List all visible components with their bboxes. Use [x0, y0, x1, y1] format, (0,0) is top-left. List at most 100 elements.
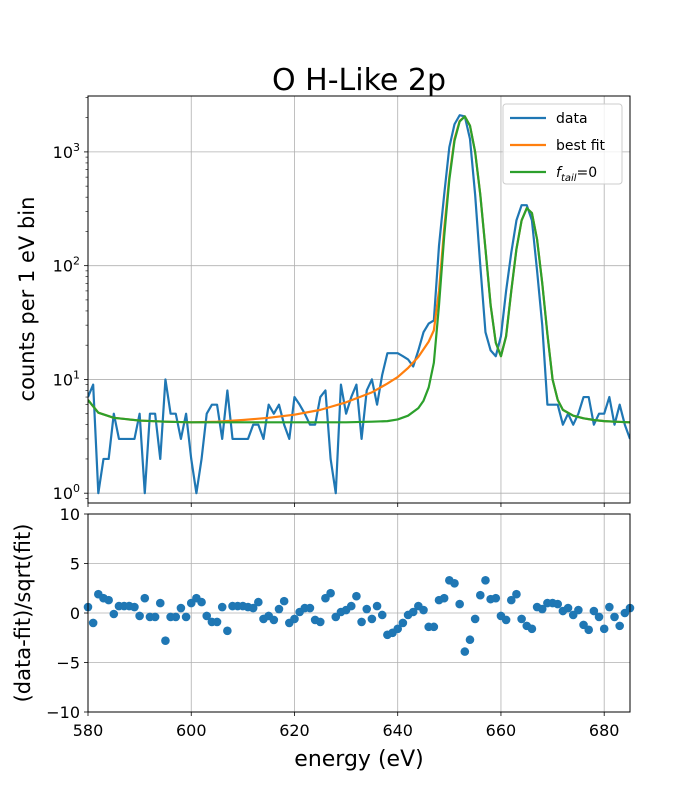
residual-point	[501, 615, 511, 625]
residual-point	[450, 579, 459, 588]
y-tick-label: 0	[70, 604, 80, 623]
residual-point	[429, 622, 439, 632]
residual-point	[362, 604, 372, 614]
bottom-ticks: 580 600 620 640 660 680 10 5 0 −5 −10	[46, 505, 619, 740]
xlabel: energy (eV)	[294, 747, 423, 772]
residual-point	[88, 618, 98, 628]
legend-label-sub: tail	[561, 173, 577, 184]
residual-point	[150, 612, 160, 622]
legend-label-base: f	[556, 165, 563, 181]
residual-point	[367, 614, 377, 624]
residual-point	[202, 611, 212, 621]
residual-point	[470, 614, 480, 624]
residual-point	[553, 599, 563, 609]
y-tick-exponent: 3	[73, 141, 80, 154]
residual-point	[491, 593, 501, 603]
residual-point	[377, 610, 387, 620]
y-tick-exponent: 2	[73, 255, 80, 268]
residual-point	[135, 611, 144, 621]
y-tick-label: 101	[53, 368, 80, 389]
residual-point	[563, 603, 573, 613]
residual-point	[161, 636, 170, 646]
residual-point	[460, 647, 470, 656]
residual-point	[584, 625, 593, 635]
y-tick-exponent: 0	[73, 482, 80, 495]
x-tick-label: 600	[176, 721, 207, 740]
series-line-data	[88, 114, 630, 495]
legend-label-base: data	[556, 111, 588, 127]
residual-point	[439, 593, 449, 603]
y-tick-label: 102	[53, 255, 80, 276]
residual-point	[352, 591, 361, 601]
residual-point	[140, 593, 150, 603]
y-tick-label: 5	[70, 555, 80, 574]
y-tick-label: −10	[46, 703, 80, 722]
residual-point	[305, 603, 315, 613]
residual-point	[527, 624, 537, 634]
residual-point	[248, 603, 258, 613]
legend-label: best fit	[556, 138, 606, 154]
residual-point	[481, 576, 490, 585]
residual-point	[217, 602, 227, 612]
legend: data best fit ftail=0	[502, 103, 623, 185]
residual-point	[594, 612, 604, 622]
residual-point	[269, 615, 279, 625]
y-tick-base: 10	[53, 257, 73, 276]
bottom-panel: 580 600 620 640 660 680 10 5 0 −5 −10 (data-fit)/s…	[11, 505, 635, 772]
residual-point	[512, 589, 521, 599]
x-tick-label: 680	[589, 721, 620, 740]
residual-point	[537, 604, 547, 614]
top-series-lines	[88, 114, 630, 495]
residual-point	[197, 597, 206, 607]
residual-point	[398, 618, 408, 628]
residual-point	[605, 602, 614, 612]
residual-point	[476, 590, 485, 600]
residual-point	[408, 607, 418, 617]
residual-point	[279, 596, 289, 606]
legend-label-rest: =0	[577, 165, 598, 181]
legend-box	[502, 103, 623, 185]
residual-point	[610, 612, 619, 622]
residual-point	[171, 612, 181, 622]
y-tick-base: 10	[53, 370, 73, 389]
residual-point	[589, 606, 599, 616]
legend-label: ftail=0	[556, 165, 597, 184]
residual-point	[357, 617, 366, 627]
x-tick-label: 620	[279, 721, 310, 740]
y-tick-label: −5	[56, 654, 80, 673]
legend-label: data	[556, 111, 588, 127]
residual-point	[176, 603, 186, 613]
residual-point	[104, 595, 113, 605]
legend-label-base: best fit	[556, 138, 606, 154]
residual-point	[326, 588, 335, 598]
residual-point	[574, 605, 583, 615]
chart-title: O H-Like 2p	[272, 63, 446, 98]
residual-point	[274, 604, 284, 614]
residual-point	[254, 597, 263, 607]
residual-point	[372, 601, 382, 611]
y-tick-label: 103	[53, 141, 80, 162]
bottom-ylabel: (data-fit)/sqrt(fit)	[11, 524, 35, 703]
series-line-f-tail-0	[88, 115, 630, 424]
x-tick-label: 660	[486, 721, 517, 740]
y-tick-base: 10	[53, 143, 73, 162]
residual-point	[212, 617, 222, 627]
x-tick-label: 640	[382, 721, 413, 740]
residual-point	[290, 614, 299, 624]
top-ylabel: counts per 1 eV bin	[15, 197, 39, 402]
residual-point	[615, 621, 624, 631]
residual-point	[393, 624, 403, 634]
residual-point	[599, 624, 609, 634]
residual-point	[315, 617, 325, 627]
y-tick-base: 10	[53, 484, 73, 503]
y-tick-exponent: 1	[73, 368, 80, 381]
residual-point	[181, 612, 191, 622]
residual-point	[109, 609, 119, 619]
residual-point	[346, 601, 356, 611]
y-tick-label: 100	[53, 482, 80, 503]
x-tick-label: 580	[73, 721, 104, 740]
residual-point	[455, 599, 464, 609]
